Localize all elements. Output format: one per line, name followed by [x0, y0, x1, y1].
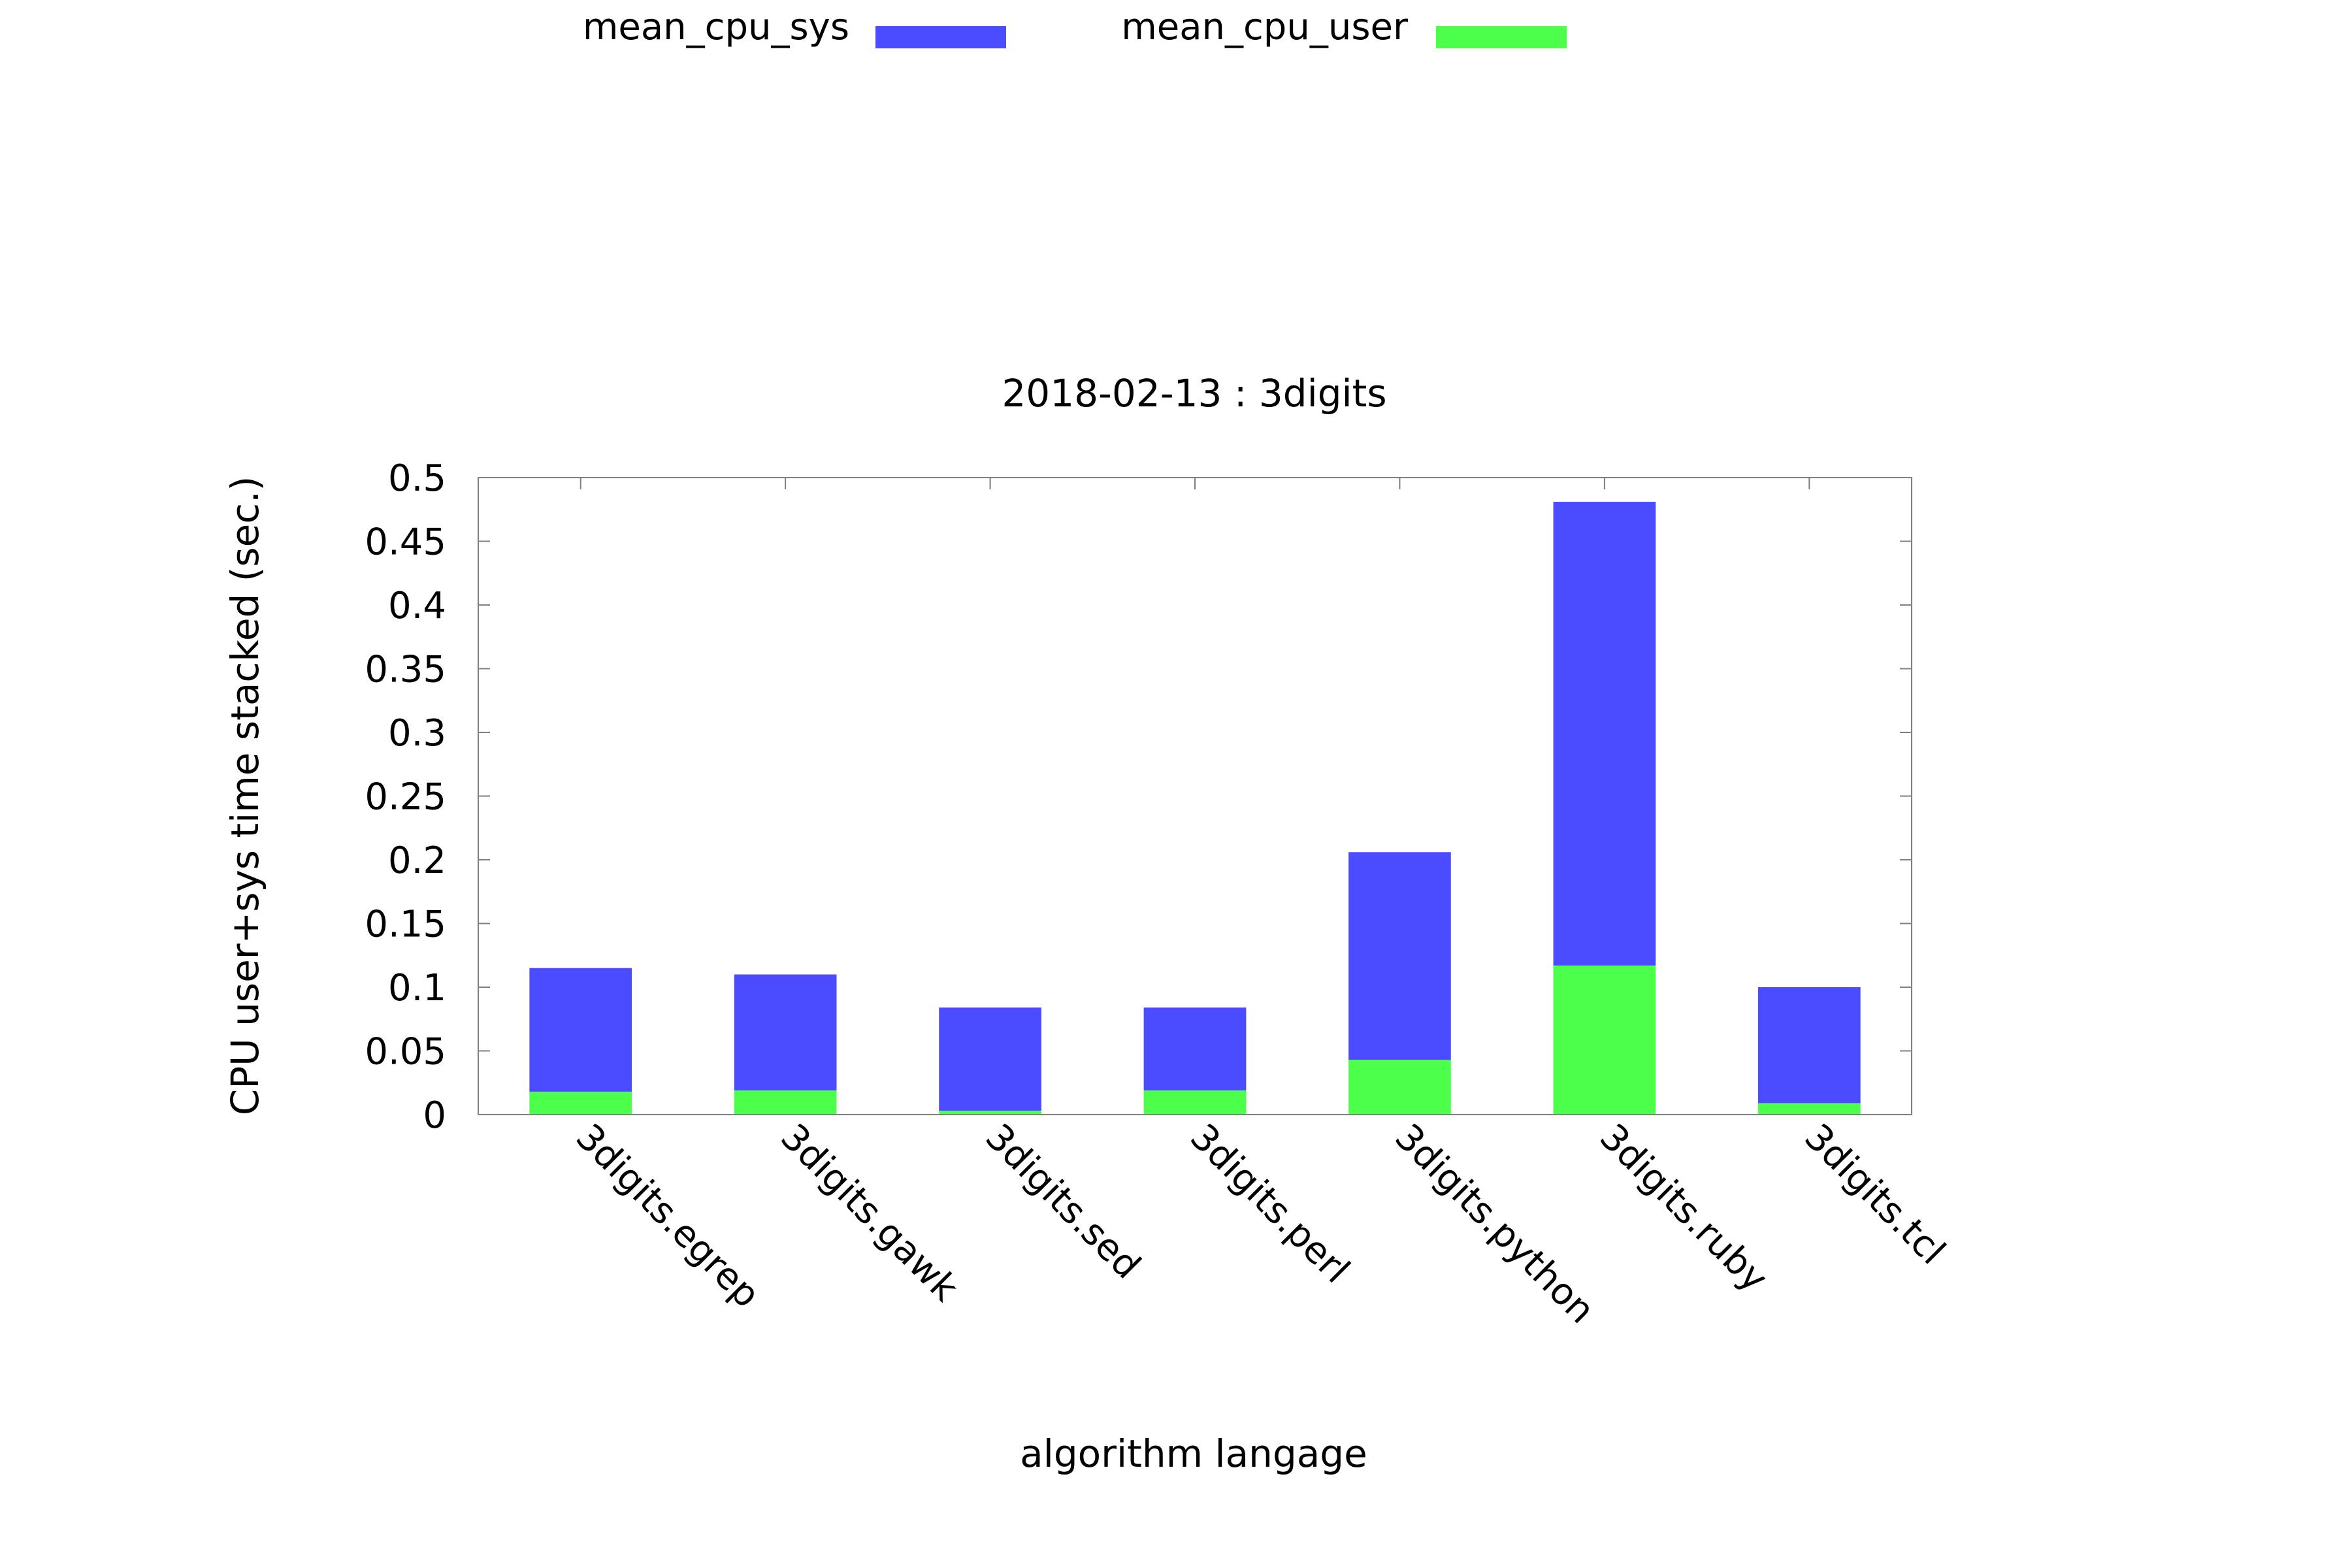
bar-mean_cpu_sys-3digits.ruby	[1553, 502, 1656, 966]
bar-mean_cpu_sys-3digits.tcl	[1757, 987, 1861, 1103]
bar-mean_cpu_sys-3digits.egrep	[529, 968, 632, 1092]
y-tick-label: 0.2	[388, 840, 446, 882]
y-tick-label: 0.35	[365, 649, 446, 691]
y-tick-label: 0	[423, 1094, 446, 1137]
legend-label-sys: mean_cpu_sys	[583, 6, 849, 48]
bar-mean_cpu_user-3digits.sed	[939, 1111, 1041, 1115]
y-tick-label: 0.5	[388, 457, 446, 500]
bar-mean_cpu_user-3digits.ruby	[1553, 965, 1656, 1115]
x-tick-label: 3digits.tcl	[1796, 1116, 1953, 1273]
x-axis: 3digits.egrep 3digits.gawk 3digits.sed 3dig…	[568, 478, 1953, 1332]
y-tick-label: 0.3	[388, 712, 446, 755]
y-tick-label: 0.45	[365, 521, 446, 564]
legend-label-user: mean_cpu_user	[1121, 6, 1409, 48]
legend: mean_cpu_sys mean_cpu_user	[583, 6, 1567, 48]
plot-bars	[529, 502, 1861, 1115]
y-tick-label: 0.4	[388, 585, 446, 627]
x-tick-label: 3digits.python	[1387, 1116, 1603, 1332]
y-axis: 0 0.05 0.1 0.15 0.2 0.25 0.3 0.35 0.4 0.45 0.5	[365, 457, 1912, 1137]
x-tick-label: 3digits.perl	[1182, 1116, 1358, 1292]
bar-mean_cpu_user-3digits.python	[1348, 1060, 1451, 1115]
bar-mean_cpu_sys-3digits.python	[1348, 852, 1451, 1060]
x-tick-label: 3digits.gawk	[772, 1116, 966, 1310]
bar-mean_cpu_user-3digits.tcl	[1757, 1103, 1861, 1115]
x-tick-label: 3digits.sed	[977, 1116, 1149, 1287]
y-tick-label: 0.15	[365, 904, 446, 946]
bar-mean_cpu_sys-3digits.gawk	[734, 974, 837, 1090]
y-tick-label: 0.25	[365, 776, 446, 819]
y-tick-label: 0.05	[365, 1031, 446, 1073]
bar-mean_cpu_sys-3digits.perl	[1143, 1007, 1247, 1090]
x-tick-label: 3digits.ruby	[1592, 1116, 1776, 1300]
plot-frame	[478, 477, 1912, 1115]
legend-swatch-user	[1436, 26, 1567, 48]
y-tick-label: 0.1	[388, 967, 446, 1009]
bar-mean_cpu_user-3digits.gawk	[734, 1090, 837, 1115]
chart-title: 2018-02-13 : 3digits	[1002, 371, 1386, 416]
x-tick-label: 3digits.egrep	[568, 1116, 768, 1316]
bar-mean_cpu_sys-3digits.sed	[939, 1007, 1041, 1111]
y-axis-label: CPU user+sys time stacked (sec.)	[223, 476, 267, 1115]
bar-mean_cpu_user-3digits.egrep	[529, 1091, 632, 1115]
x-axis-label: algorithm langage	[1020, 1431, 1367, 1476]
legend-swatch-sys	[875, 26, 1006, 48]
bar-mean_cpu_user-3digits.perl	[1143, 1090, 1247, 1115]
